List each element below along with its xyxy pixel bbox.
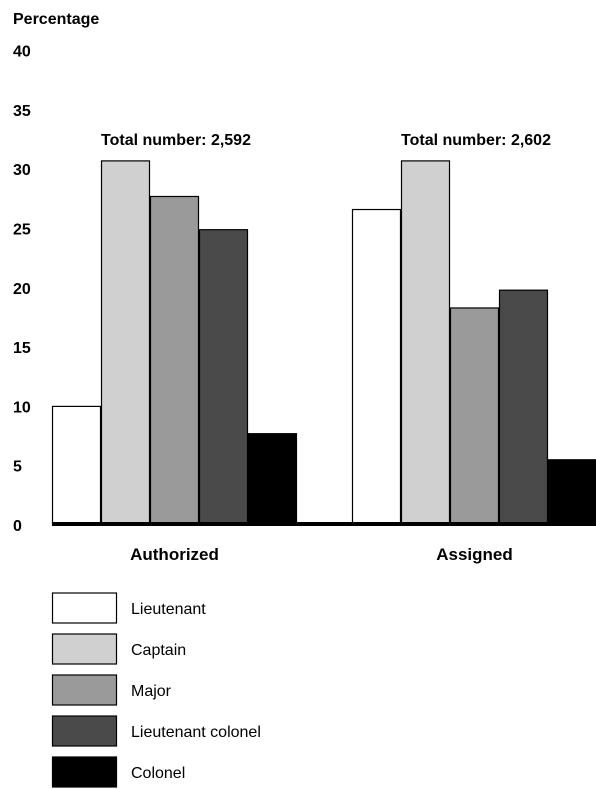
y-tick-label: 20 (13, 281, 31, 298)
group-total-label: Total number: 2,592 (101, 132, 251, 149)
y-axis-label: Percentage (13, 11, 99, 28)
bar-major-authorized (149, 195, 200, 526)
x-axis-categories: Authorized Assigned (130, 545, 513, 564)
group-totals: Total number: 2,592 Total number: 2,602 (101, 132, 551, 149)
legend-label: Colonel (131, 765, 185, 782)
y-tick-label: 15 (13, 340, 31, 357)
y-axis-ticks: 0 5 10 15 20 25 30 35 40 (13, 44, 31, 535)
legend-swatch (51, 715, 118, 747)
bars (51, 160, 596, 526)
y-tick-label: 40 (13, 44, 31, 61)
y-tick-label: 10 (13, 399, 31, 416)
y-tick-label: 30 (13, 162, 31, 179)
bar-colonel-authorized (247, 433, 298, 526)
bar-lieutenant-colonel-assigned (498, 289, 549, 526)
bar-major-assigned (449, 307, 500, 526)
x-axis-baseline (52, 522, 596, 526)
bar-lieutenant-assigned (351, 208, 402, 526)
legend-swatch (51, 756, 118, 788)
legend-label: Lieutenant (131, 601, 206, 618)
legend: Lieutenant Captain Major Lieutenant colonel… (51, 592, 261, 788)
bar-captain-authorized (100, 160, 151, 526)
legend-label: Major (131, 683, 172, 700)
group-total-label: Total number: 2,602 (401, 132, 551, 149)
legend-label: Lieutenant colonel (131, 724, 261, 741)
legend-swatch (51, 592, 118, 624)
y-tick-label: 0 (13, 518, 22, 535)
x-category-label: Authorized (130, 545, 219, 564)
y-tick-label: 5 (13, 459, 22, 476)
bar-colonel-assigned (547, 459, 596, 526)
x-category-label: Assigned (436, 545, 513, 564)
legend-label: Captain (131, 642, 186, 659)
bar-lieutenant-authorized (51, 405, 102, 526)
legend-swatch (51, 674, 118, 706)
legend-swatch (51, 633, 118, 665)
y-tick-label: 35 (13, 103, 31, 120)
y-tick-label: 25 (13, 222, 31, 239)
bar-lieutenant-colonel-authorized (198, 229, 249, 526)
bar-captain-assigned (400, 160, 451, 526)
